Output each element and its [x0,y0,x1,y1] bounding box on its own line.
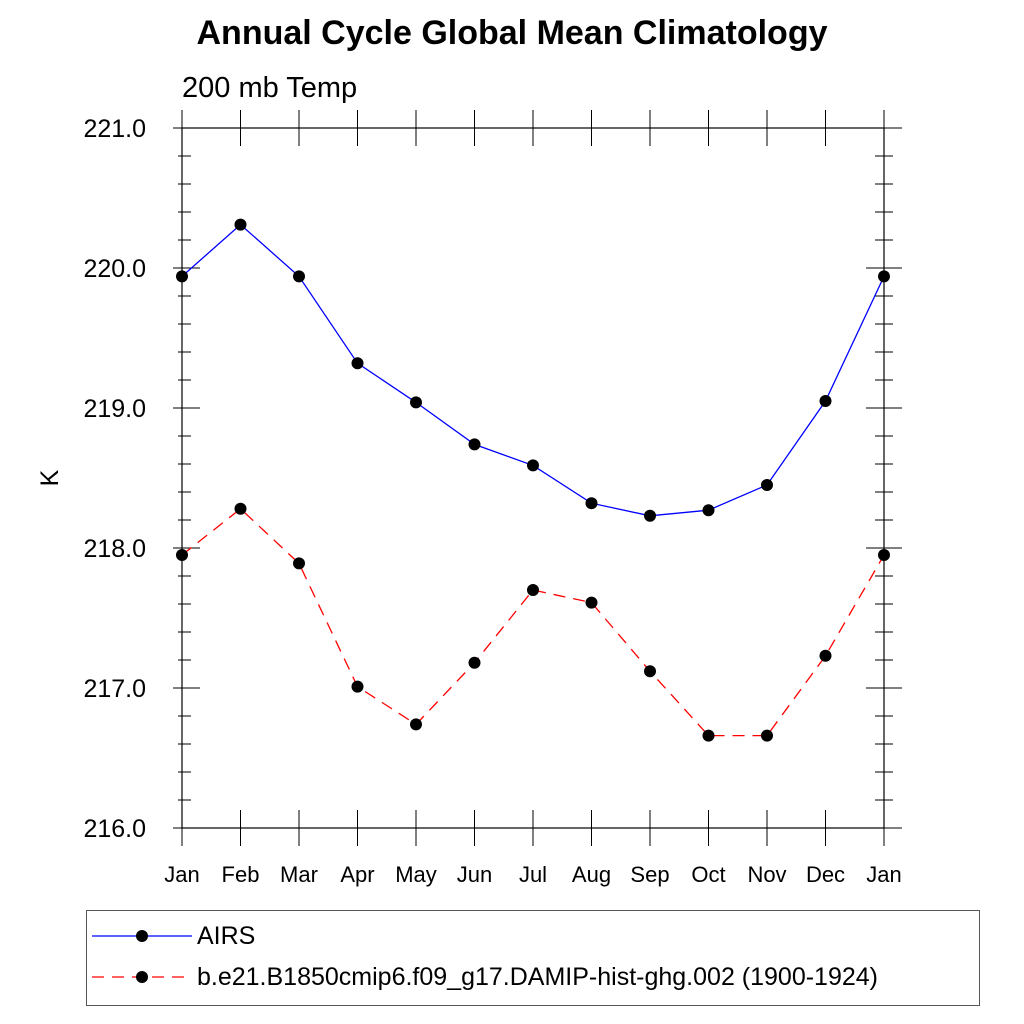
y-tick-label: 216.0 [83,815,146,843]
x-tick-label: Nov [747,862,786,887]
x-tick-label: Sep [630,862,669,887]
series-0-point [702,504,715,517]
x-tick-label: Jul [519,862,547,887]
x-tick-label: Mar [280,862,318,887]
series-1-point [468,656,481,669]
series-0-point [234,218,247,231]
series-1-point [585,596,598,609]
y-tick-label: 219.0 [83,395,146,423]
legend-marker-airs [136,930,148,942]
series-line-1 [181,507,885,737]
series-1-point [878,549,890,561]
x-tick-label: Jan [866,862,901,887]
x-tick-label: Oct [691,862,725,887]
series-0-point [351,357,364,370]
series-0-point [293,270,305,283]
series-1-point [351,680,364,693]
series-1-point [234,502,247,515]
x-tick-label: May [395,862,437,887]
chart-subtitle: 200 mb Temp [182,72,358,104]
series-1-point [176,549,188,561]
series-0-point [761,479,773,491]
series-0-point [410,396,422,409]
chart-title: Annual Cycle Global Mean Climatology [196,14,828,52]
series-1-point [761,729,773,742]
series-0-point [878,270,890,283]
series-1-point [527,584,539,596]
series-0-point [468,438,481,451]
series-1-point [702,729,715,742]
plot-frame [181,127,885,829]
y-axis-label: K [36,469,64,486]
y-tick-label: 218.0 [83,535,146,563]
x-tick-label: Jan [164,862,199,887]
legend: AIRS b.e21.B1850cmip6.f09_g17.DAMIP-hist… [86,910,980,1006]
x-tick-label: Jun [457,862,492,887]
y-tick-label: 221.0 [83,115,146,143]
series-0-point [585,497,598,510]
legend-label-model: b.e21.B1850cmip6.f09_g17.DAMIP-hist-ghg.… [197,963,878,991]
series-line-0 [181,223,885,517]
x-tick-label: Feb [222,862,260,887]
x-tick-label: Dec [806,862,845,887]
series-0-point [527,459,539,472]
series-0-point [176,270,188,283]
y-tick-label: 220.0 [83,255,146,283]
series-1-point [410,718,422,731]
x-tick-label: Apr [340,862,374,887]
series-1-point [293,557,305,570]
series-1-point [644,665,656,678]
legend-marker-model [136,971,148,983]
y-tick-label: 217.0 [83,675,146,703]
series-0-point [644,509,656,522]
series-1-point [819,649,832,662]
legend-label-airs: AIRS [197,922,256,950]
series-0-point [819,395,832,407]
x-tick-label: Aug [572,862,611,887]
